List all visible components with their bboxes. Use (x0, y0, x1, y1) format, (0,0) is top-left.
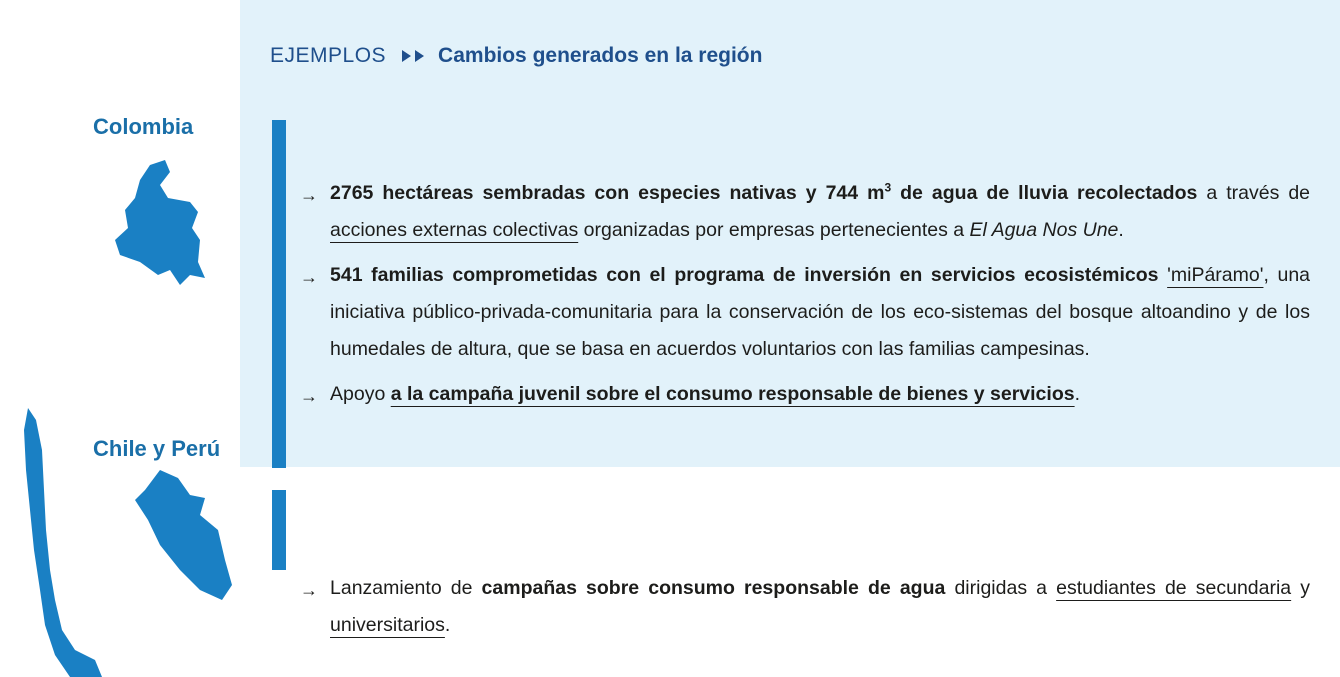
item-marker: → (300, 185, 318, 205)
group-bar (272, 120, 286, 468)
text-run: 'miPáramo' (1167, 264, 1264, 286)
region-name: Colombia (93, 114, 194, 139)
list-item: → Lanzamiento de campañas sobre consumo r… (300, 570, 1310, 644)
text-run: Lanzamiento de (330, 577, 482, 599)
text-run: 3 (884, 180, 892, 195)
text-run: acciones externas colectivas (330, 219, 579, 241)
group-bar (272, 490, 286, 570)
item-marker: → (300, 386, 318, 406)
text-run: y (1291, 577, 1311, 599)
text-run: 541 familias comprometidas con el progra… (330, 264, 1159, 286)
header-title: Cambios generados en la región (438, 44, 763, 67)
list-item: → 541 familias comprometidas con el progr… (300, 257, 1310, 368)
text-run: estudiantes de secundaria (1056, 577, 1292, 599)
item-marker: → (300, 267, 318, 287)
text-run: campañas sobre consumo responsable de ag… (481, 577, 946, 599)
header: EJEMPLOS Cambios generados en la región (270, 44, 762, 68)
list-item: → Apoyo a la campaña juvenil sobre el con… (300, 376, 1310, 413)
item-group: → 2765 hectáreas sembradas con especies n… (300, 175, 1310, 421)
region-name: Chile y Perú (93, 436, 221, 461)
item-marker: → (300, 580, 318, 600)
text-run: . (444, 614, 451, 636)
item-group: → Lanzamiento de campañas sobre consumo r… (300, 570, 1310, 652)
header-label: EJEMPLOS (270, 44, 387, 67)
chile-map (24, 408, 102, 677)
panel (240, 0, 1340, 467)
colombia-map (115, 160, 205, 285)
text-run (1159, 264, 1168, 286)
list-item: → 2765 hectáreas sembradas con especies n… (300, 175, 1310, 249)
text-run: Apoyo (330, 383, 391, 405)
text-run: universitarios (330, 614, 445, 636)
header-arrows (402, 50, 425, 63)
text-run: organizadas por empresas pertenecientes … (578, 219, 970, 241)
peru-map (135, 470, 232, 600)
text-run: a la campaña juvenil sobre el consumo re… (390, 383, 1075, 405)
text-run: dirigidas a (945, 577, 1057, 599)
text-run: El Agua Nos Une (969, 219, 1119, 241)
maps (24, 160, 232, 677)
text-run: 2765 hectáreas sembradas con especies na… (330, 182, 885, 204)
text-run: . (1074, 383, 1081, 405)
text-run: . (1118, 219, 1124, 241)
text-run: , una iniciativa público-privada-comunit… (330, 264, 1311, 360)
text-run: a través de (1197, 182, 1311, 204)
text-run: de agua de lluvia recolectados (891, 182, 1198, 204)
